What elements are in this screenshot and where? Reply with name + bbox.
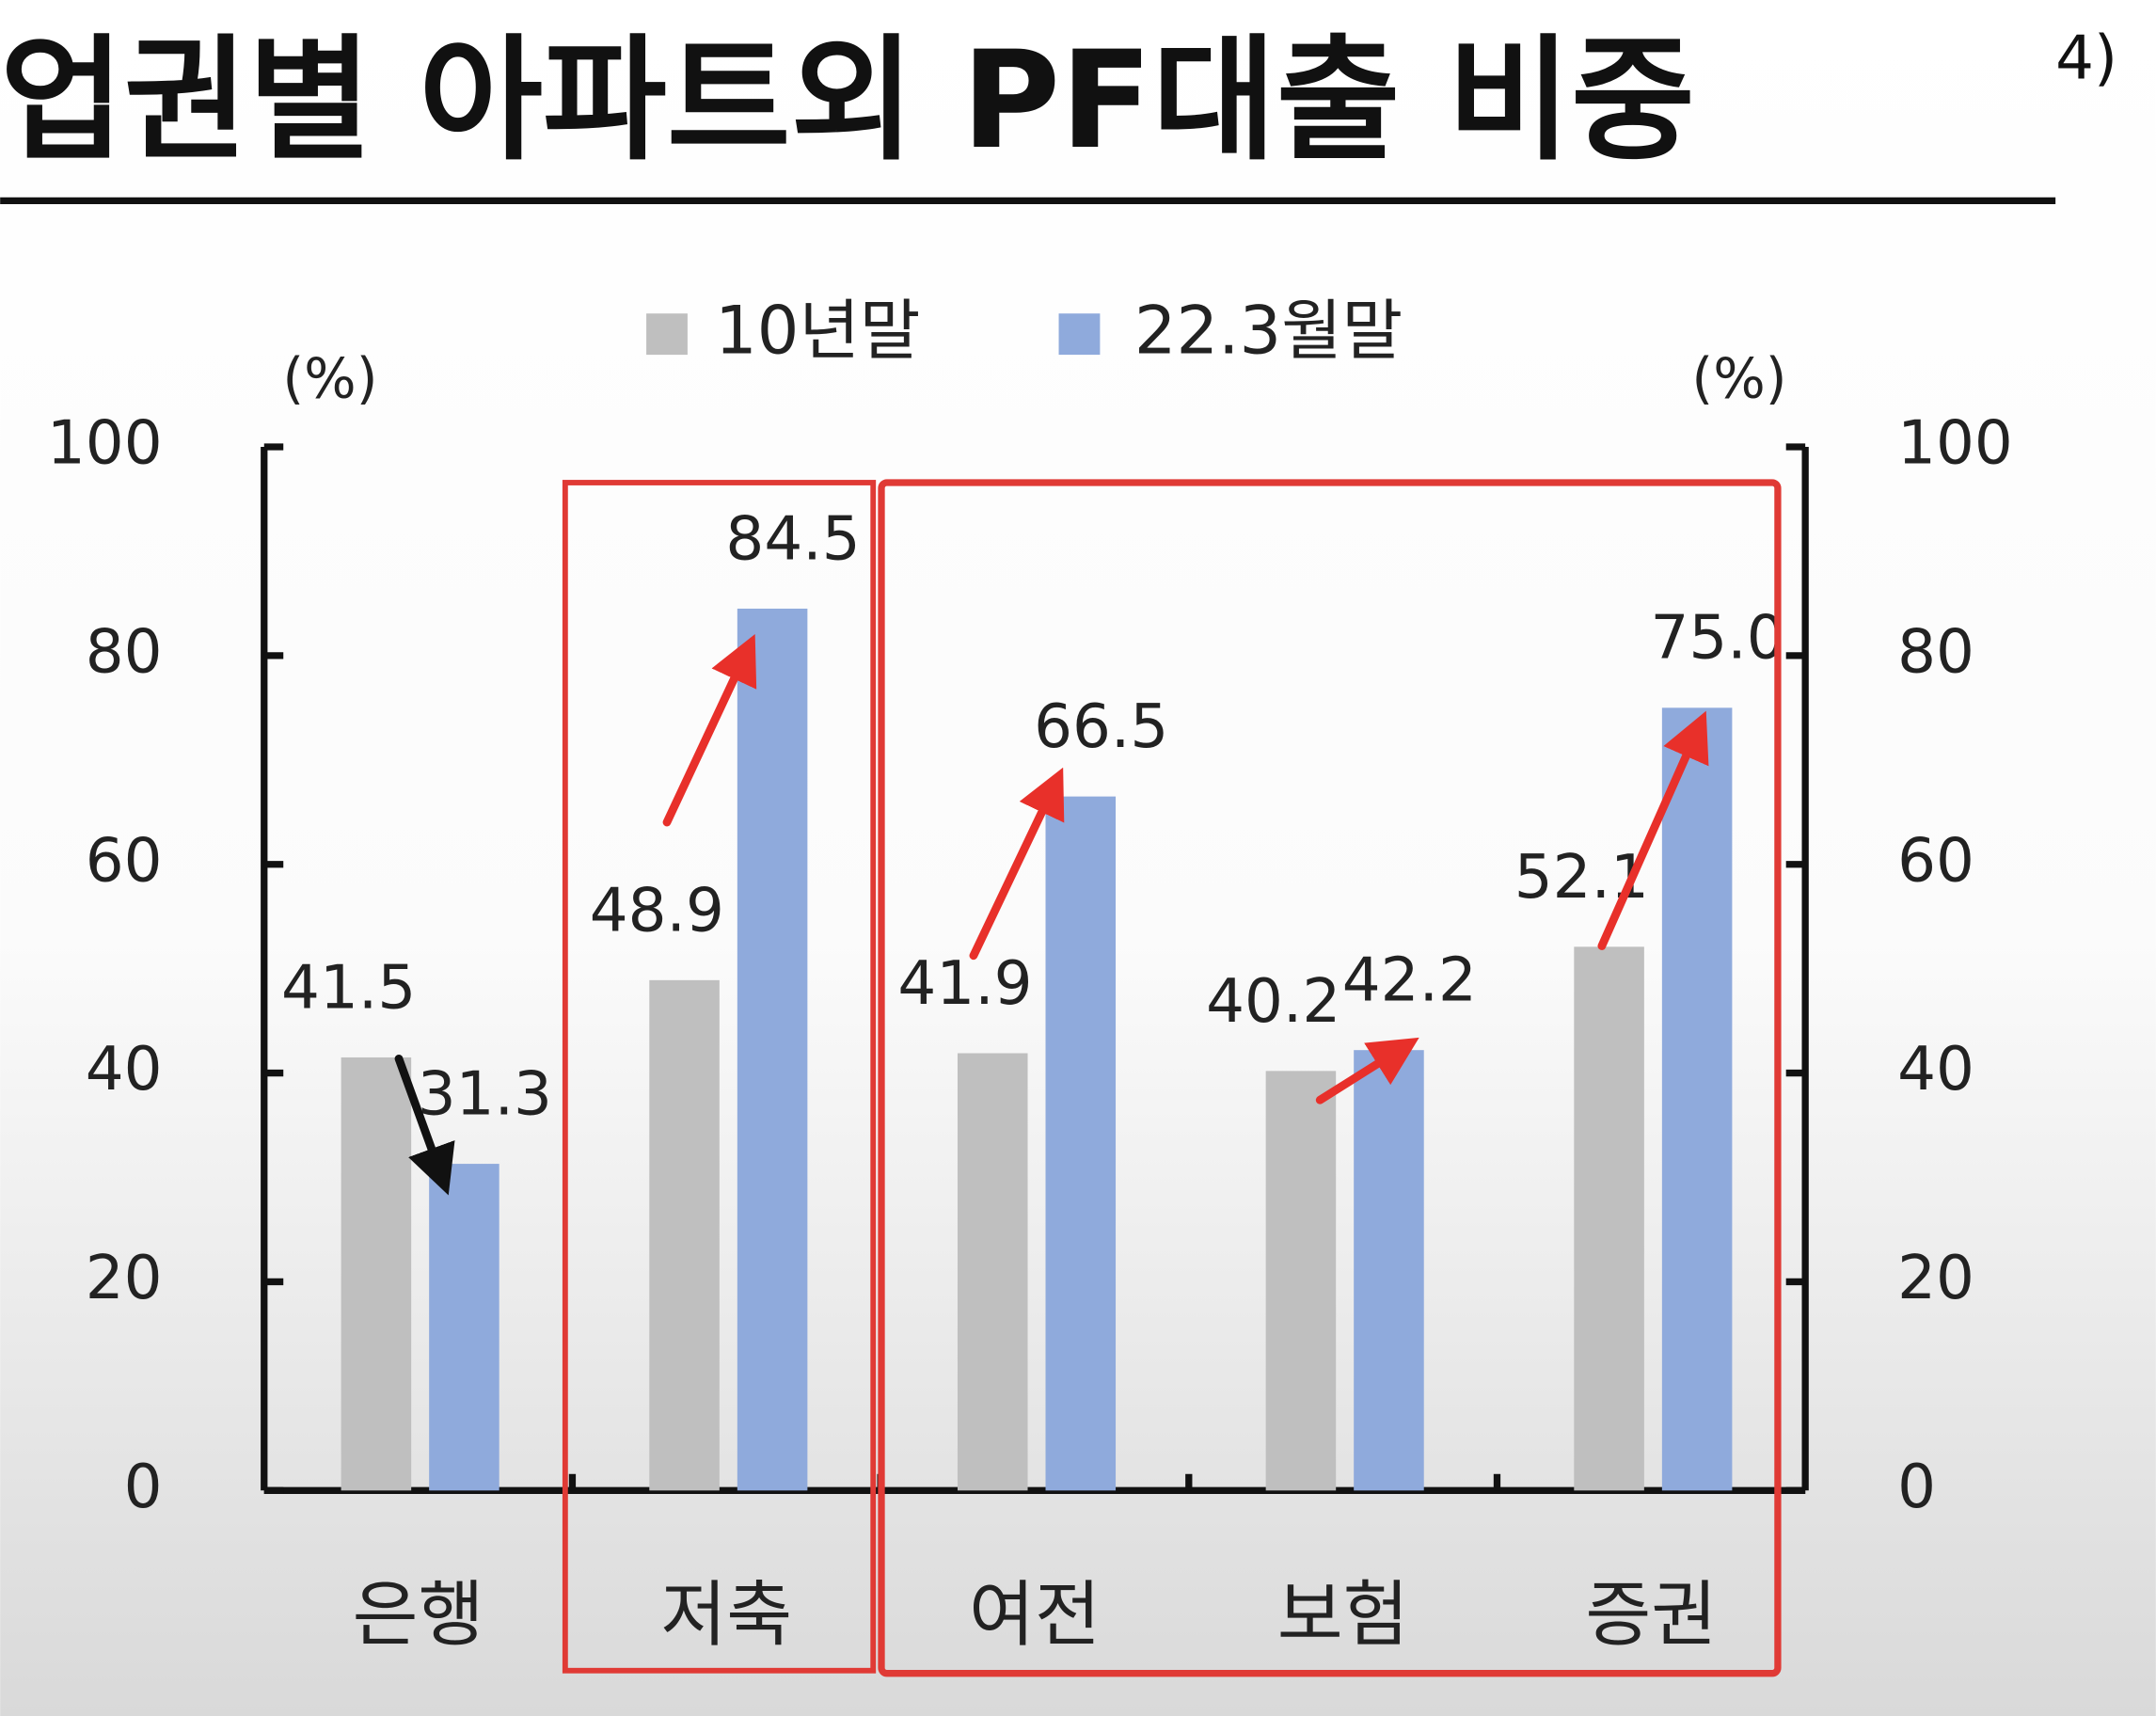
y-tick-label: 0 xyxy=(124,1452,163,1522)
x-tick-label: 은행 xyxy=(353,1573,484,1657)
trend-arrow xyxy=(1597,710,1709,950)
legend-swatch xyxy=(1058,313,1101,356)
chart-title: 업권별 아파트외 PF대출 비중 xyxy=(0,22,1695,179)
y-tick-label: 20 xyxy=(86,1243,163,1313)
x-tick-label: 여전 xyxy=(969,1573,1101,1657)
y2-tick-label: 100 xyxy=(1897,408,2013,479)
x-tick-label: 보험 xyxy=(1277,1573,1409,1657)
value-label: 66.5 xyxy=(1034,691,1168,762)
x-tick-label: 증권 xyxy=(1585,1573,1717,1657)
bar xyxy=(1354,1050,1424,1491)
highlight-box xyxy=(562,480,877,1674)
y2-tick-label: 40 xyxy=(1897,1034,1974,1104)
y2-tick-label: 0 xyxy=(1897,1452,1936,1522)
x-tick-label: 저축 xyxy=(660,1573,792,1657)
title-note: 4) xyxy=(2055,23,2117,93)
trend-arrow xyxy=(662,633,757,827)
value-label: 42.2 xyxy=(1342,945,1477,1016)
value-label: 52.1 xyxy=(1514,842,1649,913)
y2-tick-label: 80 xyxy=(1897,616,1974,687)
value-label: 41.5 xyxy=(281,952,416,1023)
bar xyxy=(429,1164,499,1491)
y-tick-label: 80 xyxy=(86,616,163,687)
value-label: 41.9 xyxy=(897,948,1032,1019)
legend-label: 10년말 xyxy=(715,293,920,370)
bar xyxy=(341,1057,412,1491)
highlight-box xyxy=(878,479,1782,1677)
bar xyxy=(1661,707,1733,1491)
value-label: 84.5 xyxy=(725,503,860,574)
y2-tick-label: 60 xyxy=(1897,825,1974,896)
bar xyxy=(649,979,720,1491)
trend-arrow xyxy=(969,767,1065,961)
bar xyxy=(1265,1071,1337,1491)
y-tick-label: 60 xyxy=(86,825,163,896)
y-axis-label: (%) xyxy=(282,346,377,410)
y-tick-label: 100 xyxy=(47,408,163,479)
bar xyxy=(1045,796,1117,1491)
trend-arrow xyxy=(394,1054,455,1196)
legend-swatch xyxy=(646,313,688,356)
value-label: 48.9 xyxy=(590,875,724,945)
trend-arrow xyxy=(1315,1037,1419,1104)
value-label: 40.2 xyxy=(1206,966,1340,1037)
legend-label: 22.3월말 xyxy=(1134,293,1403,370)
bar xyxy=(737,608,808,1491)
y2-axis-label: (%) xyxy=(1691,346,1786,410)
y2-tick-label: 20 xyxy=(1897,1243,1974,1313)
bar xyxy=(957,1053,1028,1491)
bar xyxy=(1574,946,1644,1491)
value-label: 31.3 xyxy=(418,1059,552,1130)
value-label: 75.0 xyxy=(1650,603,1784,674)
y-tick-label: 40 xyxy=(86,1034,163,1104)
